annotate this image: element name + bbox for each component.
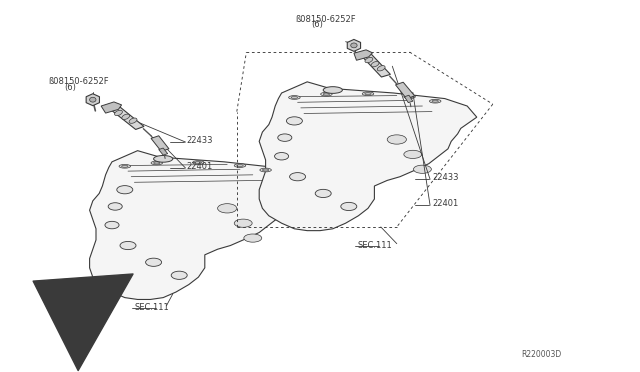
- Ellipse shape: [193, 161, 204, 164]
- Ellipse shape: [146, 258, 161, 266]
- Ellipse shape: [218, 204, 237, 213]
- Ellipse shape: [413, 165, 431, 173]
- Ellipse shape: [362, 92, 374, 96]
- Text: FRONT: FRONT: [64, 292, 93, 301]
- Ellipse shape: [122, 114, 130, 119]
- Ellipse shape: [315, 189, 332, 198]
- Text: R220003D: R220003D: [522, 350, 562, 359]
- Ellipse shape: [365, 93, 371, 95]
- Ellipse shape: [244, 234, 262, 242]
- Ellipse shape: [278, 134, 292, 141]
- Ellipse shape: [351, 43, 357, 48]
- Text: ß08150-6252F: ß08150-6252F: [48, 77, 109, 86]
- Ellipse shape: [234, 164, 246, 167]
- Ellipse shape: [404, 150, 422, 158]
- Ellipse shape: [129, 118, 137, 124]
- Ellipse shape: [262, 169, 269, 171]
- Polygon shape: [108, 104, 144, 129]
- Polygon shape: [259, 82, 477, 231]
- Text: 22433: 22433: [187, 136, 213, 145]
- Ellipse shape: [122, 165, 128, 167]
- Ellipse shape: [115, 110, 122, 116]
- Text: SEC.111: SEC.111: [134, 302, 169, 311]
- Ellipse shape: [287, 117, 303, 125]
- Ellipse shape: [151, 161, 163, 165]
- Ellipse shape: [117, 186, 133, 194]
- Text: (6): (6): [64, 83, 76, 92]
- Ellipse shape: [323, 87, 342, 93]
- Polygon shape: [396, 82, 415, 99]
- Text: 22401: 22401: [432, 199, 458, 208]
- Ellipse shape: [275, 153, 289, 160]
- Ellipse shape: [387, 135, 406, 144]
- Ellipse shape: [432, 100, 438, 102]
- Ellipse shape: [429, 99, 441, 103]
- Ellipse shape: [321, 92, 332, 96]
- Ellipse shape: [154, 162, 160, 164]
- Ellipse shape: [90, 97, 96, 102]
- Polygon shape: [90, 151, 307, 299]
- Ellipse shape: [154, 155, 173, 162]
- Text: 22401: 22401: [187, 162, 213, 171]
- Polygon shape: [404, 95, 413, 103]
- Ellipse shape: [120, 241, 136, 250]
- Polygon shape: [159, 148, 168, 155]
- Ellipse shape: [371, 61, 379, 67]
- Ellipse shape: [404, 95, 415, 99]
- Ellipse shape: [341, 202, 357, 211]
- Text: SEC.111: SEC.111: [357, 241, 392, 250]
- Polygon shape: [86, 94, 99, 106]
- Ellipse shape: [289, 96, 300, 99]
- Text: ß08150-6252F: ß08150-6252F: [296, 15, 356, 23]
- Polygon shape: [348, 39, 360, 51]
- Ellipse shape: [237, 164, 243, 167]
- Ellipse shape: [105, 221, 119, 229]
- Text: (6): (6): [312, 20, 324, 29]
- Ellipse shape: [406, 96, 413, 98]
- Ellipse shape: [377, 65, 385, 71]
- Ellipse shape: [108, 203, 122, 210]
- Ellipse shape: [172, 271, 188, 279]
- Text: 22433: 22433: [432, 173, 458, 182]
- Ellipse shape: [323, 93, 330, 95]
- Polygon shape: [101, 102, 122, 113]
- Polygon shape: [151, 136, 169, 151]
- Polygon shape: [360, 51, 390, 77]
- Ellipse shape: [365, 57, 373, 63]
- Ellipse shape: [119, 164, 131, 168]
- Polygon shape: [354, 50, 372, 60]
- Ellipse shape: [234, 219, 252, 227]
- Ellipse shape: [291, 96, 298, 99]
- Ellipse shape: [290, 173, 306, 181]
- Ellipse shape: [195, 161, 202, 164]
- Ellipse shape: [260, 168, 271, 172]
